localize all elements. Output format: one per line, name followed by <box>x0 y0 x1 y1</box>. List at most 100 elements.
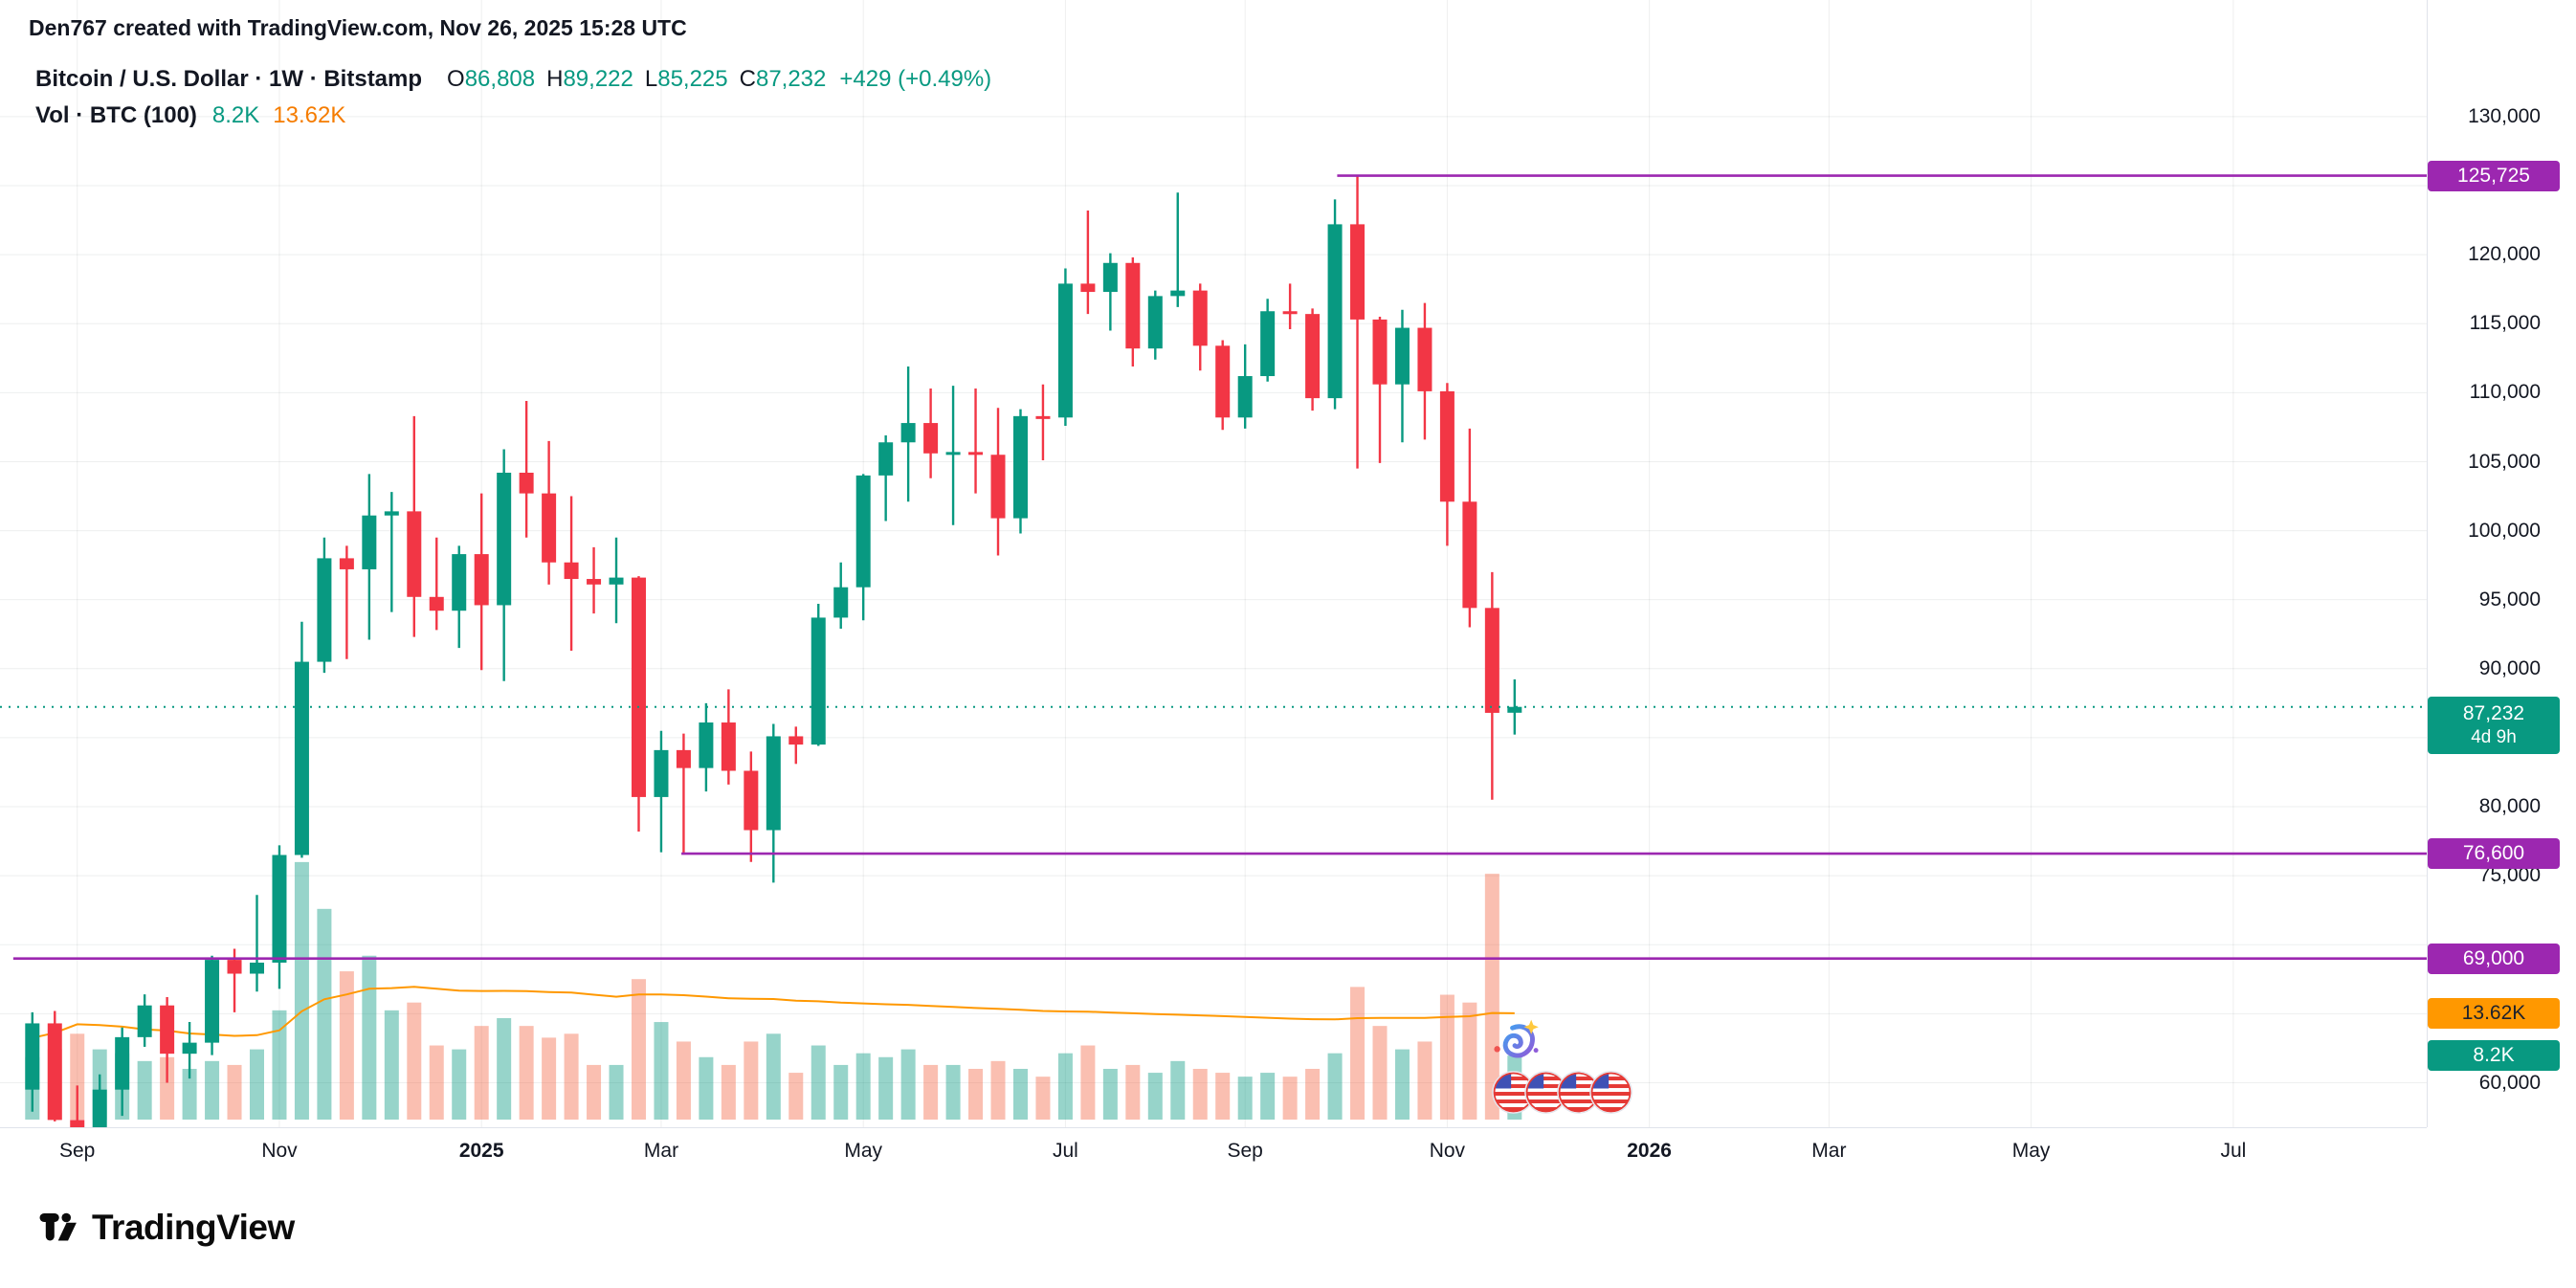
flag-sticker-icon[interactable] <box>1523 1070 1568 1120</box>
candle-body <box>699 722 714 768</box>
ohlc-value: 87,232 <box>755 66 827 92</box>
volume-bar <box>407 1002 422 1120</box>
volume-bar <box>968 1068 984 1120</box>
candle-body <box>564 562 579 580</box>
volume-bar <box>1102 1068 1118 1120</box>
volume-bar <box>609 1064 624 1120</box>
candle-body <box>990 455 1006 519</box>
candle-body <box>115 1036 130 1090</box>
volume-bar <box>429 1045 444 1120</box>
ohlc-letter: O <box>447 66 465 92</box>
volume-bar <box>855 1053 871 1120</box>
volume-bar <box>833 1064 849 1120</box>
volume-bar <box>1372 1026 1388 1120</box>
candle-body <box>968 452 984 455</box>
symbol-legend-row[interactable]: Bitcoin / U.S. Dollar · 1W · Bitstamp O 8… <box>35 61 991 98</box>
candle-body <box>766 736 781 831</box>
price-axis[interactable]: 130,000 120,000 115,000 110,000 105,000 100,0… <box>2427 0 2576 1127</box>
symbol-title: Bitcoin / U.S. Dollar · 1W · Bitstamp <box>35 66 423 92</box>
candle-body <box>429 596 444 611</box>
candle-body <box>339 558 354 569</box>
candle-body <box>744 770 759 831</box>
ohlc-values: O 86,808 H 89,222 L 85,225 C 87,232 <box>435 66 826 93</box>
candle-body <box>182 1042 197 1055</box>
volume-bar <box>676 1041 691 1120</box>
time-axis[interactable]: Sep Nov 2025 Mar May Jul Sep Nov 2026 Mar May Jul <box>0 1127 2427 1184</box>
volume-bar <box>1417 1041 1432 1120</box>
volume-bar <box>1305 1068 1321 1120</box>
time-axis-label-may: May <box>844 1140 883 1162</box>
dizzy-sparkle-sticker-icon[interactable] <box>1489 1016 1541 1073</box>
candle-body <box>609 577 624 585</box>
volume-bar <box>811 1045 826 1120</box>
candle-body <box>1260 311 1276 377</box>
candle-body <box>1462 501 1477 609</box>
volume-bar <box>900 1049 916 1120</box>
volume-bar <box>542 1037 557 1120</box>
candle-body <box>25 1023 40 1090</box>
time-axis-label-sep: Sep <box>1227 1140 1263 1162</box>
price-axis-label: 75,000 <box>2478 864 2541 887</box>
candle-body <box>1237 376 1253 418</box>
candle-body <box>1035 415 1051 419</box>
volume-bar <box>788 1073 804 1120</box>
footer-brand[interactable]: TradingView <box>38 1208 295 1248</box>
candle-body <box>878 442 894 476</box>
volume-bar <box>1192 1068 1208 1120</box>
volume-bar <box>362 955 377 1120</box>
price-axis-label: 115,000 <box>2469 312 2541 335</box>
ohlc-value: 85,225 <box>657 66 728 92</box>
candle-body <box>654 749 669 797</box>
candlestick-chart <box>0 0 2427 1127</box>
volume-legend-row[interactable]: Vol · BTC (100) 8.2K 13.62K <box>35 98 991 134</box>
tradingview-logo-icon <box>39 1212 77 1241</box>
candle-body <box>1057 283 1073 418</box>
volume-bar <box>878 1056 894 1120</box>
volume-bar <box>339 971 354 1120</box>
time-axis-label-mar: Mar <box>1811 1140 1847 1162</box>
price-axis-label: 95,000 <box>2478 588 2541 611</box>
candle-body <box>1282 311 1298 315</box>
ohlc-letter: H <box>546 66 564 92</box>
volume-bar <box>137 1060 152 1120</box>
price-axis-label: 80,000 <box>2478 795 2541 817</box>
volume-bar <box>1484 874 1499 1120</box>
volume-ma-line <box>32 986 1515 1039</box>
candle-body <box>250 962 264 974</box>
candle-body <box>227 960 242 974</box>
hline-tag-125725: 125,725 <box>2428 160 2560 191</box>
volume-bar <box>182 1068 197 1120</box>
volume-bar <box>1012 1068 1028 1120</box>
volume-bar <box>654 1022 669 1120</box>
candle-body <box>70 1120 85 1127</box>
volume-bar <box>519 1026 534 1120</box>
volume-bar <box>1215 1073 1231 1120</box>
candle-body <box>1394 327 1410 385</box>
candle-body <box>811 617 826 745</box>
ohlc-value: 89,222 <box>563 66 633 92</box>
candle-body <box>92 1089 107 1127</box>
flag-sticker-icon[interactable] <box>1588 1070 1633 1120</box>
flag-sticker-icon[interactable] <box>1556 1070 1601 1120</box>
ohlc-letter: C <box>739 66 756 92</box>
candle-body <box>407 511 422 597</box>
candle-body <box>923 423 939 454</box>
volume-bar <box>227 1064 242 1120</box>
volume-bar <box>1439 994 1455 1120</box>
volume-bar <box>452 1049 467 1120</box>
volume-bar <box>1350 987 1366 1120</box>
volume-bar <box>1170 1060 1186 1120</box>
flag-sticker-icon[interactable] <box>1491 1070 1536 1120</box>
volume-bar <box>294 861 309 1120</box>
volume-bar <box>1035 1077 1051 1120</box>
volume-bar <box>564 1033 579 1120</box>
chart-pane[interactable] <box>0 0 2427 1127</box>
time-axis-label-mar: Mar <box>643 1140 679 1162</box>
candle-body <box>519 472 534 494</box>
candle-body <box>160 1005 175 1055</box>
volume-bar <box>1057 1053 1073 1120</box>
volume-bar <box>384 1010 399 1120</box>
candle-body <box>1439 390 1455 502</box>
candle-body <box>1192 290 1208 346</box>
candle-body <box>1305 314 1321 399</box>
